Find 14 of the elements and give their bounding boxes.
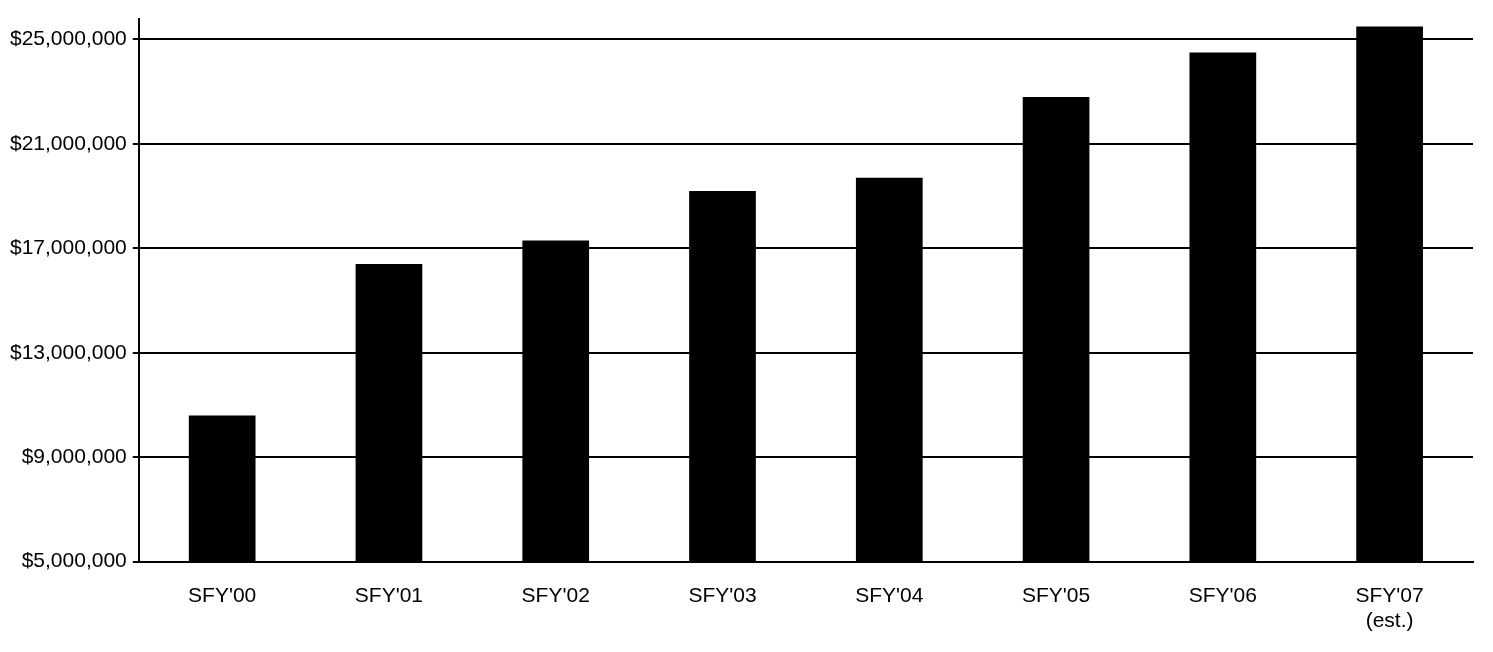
x-tick-label: SFY'01 <box>354 583 424 606</box>
y-tick-label: $9,000,000 <box>21 443 127 467</box>
x-tick-label: SFY'00 <box>188 583 257 606</box>
y-tick-label: $17,000,000 <box>9 235 127 259</box>
x-tick-label: SFY'03 <box>688 583 757 606</box>
x-tick-label: SFY'07 (est.) <box>1355 583 1424 632</box>
y-tick-label: $21,000,000 <box>9 130 127 154</box>
y-tick-label: $5,000,000 <box>21 548 127 572</box>
x-tick-label: SFY'02 <box>521 583 590 606</box>
x-tick-label: SFY'06 <box>1188 583 1257 606</box>
y-tick-label: $25,000,000 <box>9 26 127 50</box>
y-tick-label: $13,000,000 <box>9 339 127 363</box>
x-tick-label: SFY'05 <box>1021 583 1091 606</box>
x-tick-label: SFY'04 <box>855 583 924 606</box>
